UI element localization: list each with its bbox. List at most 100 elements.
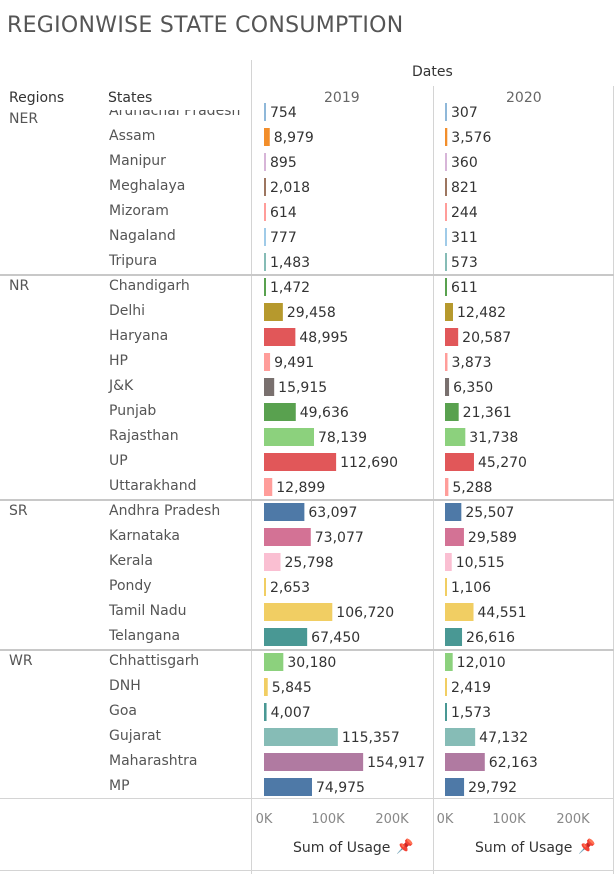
data-label-2019: 30,180 <box>287 655 336 671</box>
state-label[interactable]: J&K <box>109 378 134 394</box>
state-label[interactable]: Pondy <box>109 578 152 594</box>
bar-2020[interactable] <box>445 653 453 671</box>
bar-2020[interactable] <box>445 128 448 146</box>
state-label[interactable]: Nagaland <box>109 228 176 244</box>
bar-2020[interactable] <box>445 728 476 746</box>
bar-2020[interactable] <box>445 553 452 571</box>
state-label[interactable]: Tripura <box>109 253 158 269</box>
bar-2020[interactable] <box>445 603 474 621</box>
bar-2020[interactable] <box>445 478 449 496</box>
bar-2020[interactable] <box>445 278 447 296</box>
bar-2020[interactable] <box>445 428 466 446</box>
state-label[interactable]: Andhra Pradesh <box>109 503 221 519</box>
bar-2019[interactable] <box>264 303 283 321</box>
data-label-2019: 73,077 <box>315 530 364 546</box>
state-label[interactable]: Kerala <box>109 553 153 569</box>
bar-2019[interactable] <box>264 603 333 621</box>
bar-2019[interactable] <box>264 103 266 121</box>
bar-2020[interactable] <box>445 228 447 246</box>
bar-2019[interactable] <box>264 378 275 396</box>
bar-2019[interactable] <box>264 253 266 271</box>
bar-2019[interactable] <box>264 578 266 596</box>
state-label[interactable]: MP <box>109 778 130 794</box>
regions-header[interactable]: Regions <box>9 90 64 106</box>
bar-2019[interactable] <box>264 228 266 246</box>
bar-2020[interactable] <box>445 328 459 346</box>
bar-2019[interactable] <box>264 728 338 746</box>
state-label[interactable]: Telangana <box>109 628 181 644</box>
bar-2020[interactable] <box>445 503 462 521</box>
region-label[interactable]: NER <box>9 111 39 127</box>
bar-2020[interactable] <box>445 403 459 421</box>
bar-2019[interactable] <box>264 703 267 721</box>
bar-2020[interactable] <box>445 103 447 121</box>
state-label[interactable]: Chhattisgarh <box>109 653 200 669</box>
pin-icon[interactable]: 📌 <box>396 839 414 855</box>
state-label[interactable]: Manipur <box>109 153 166 169</box>
state-label[interactable]: DNH <box>109 678 141 694</box>
bar-2019[interactable] <box>264 153 266 171</box>
state-label[interactable]: Goa <box>109 703 137 719</box>
bar-2019[interactable] <box>264 128 270 146</box>
state-label[interactable]: UP <box>109 453 128 469</box>
bar-2019[interactable] <box>264 453 337 471</box>
bar-2020[interactable] <box>445 453 474 471</box>
bar-2019[interactable] <box>264 678 268 696</box>
column-header-2020[interactable]: 2020 <box>506 90 542 106</box>
state-label[interactable]: Delhi <box>109 303 146 319</box>
state-label[interactable]: Uttarakhand <box>109 478 197 494</box>
bar-2019[interactable] <box>264 278 266 296</box>
pin-icon[interactable]: 📌 <box>578 839 596 855</box>
bar-2019[interactable] <box>264 778 312 796</box>
bar-2020[interactable] <box>445 178 447 196</box>
state-label[interactable]: Punjab <box>109 403 157 419</box>
bar-2019[interactable] <box>264 503 305 521</box>
region-separator <box>0 498 614 501</box>
bar-2020[interactable] <box>445 203 447 221</box>
bar-2020[interactable] <box>445 353 448 371</box>
state-label[interactable]: Tamil Nadu <box>109 603 187 619</box>
bar-2019[interactable] <box>264 403 296 421</box>
data-label-2019: 614 <box>270 205 297 221</box>
state-label[interactable]: Maharashtra <box>109 753 198 769</box>
bar-2019[interactable] <box>264 653 284 671</box>
state-label[interactable]: Karnataka <box>109 528 180 544</box>
region-label[interactable]: WR <box>9 653 33 669</box>
bar-2019[interactable] <box>264 478 273 496</box>
bar-2020[interactable] <box>445 578 447 596</box>
bar-2019[interactable] <box>264 553 281 571</box>
bar-2020[interactable] <box>445 253 447 271</box>
bar-2020[interactable] <box>445 303 453 321</box>
bar-2019[interactable] <box>264 178 266 196</box>
bar-2019[interactable] <box>264 328 296 346</box>
state-label[interactable]: Arunachal Pradesh <box>109 110 241 119</box>
bar-2020[interactable] <box>445 753 485 771</box>
bar-2019[interactable] <box>264 528 311 546</box>
region-label[interactable]: NR <box>9 278 30 294</box>
states-header[interactable]: States <box>108 90 152 106</box>
bar-2019[interactable] <box>264 428 315 446</box>
region-label[interactable]: SR <box>9 503 28 519</box>
bar-2020[interactable] <box>445 528 464 546</box>
state-label[interactable]: Gujarat <box>109 728 162 744</box>
state-label[interactable]: Rajasthan <box>109 428 179 444</box>
data-label-2020: 5,288 <box>452 480 492 496</box>
bar-2020[interactable] <box>445 703 447 721</box>
bar-2019[interactable] <box>264 753 364 771</box>
bar-2019[interactable] <box>264 353 271 371</box>
state-label[interactable]: Mizoram <box>109 203 169 219</box>
state-label[interactable]: Chandigarh <box>109 278 190 294</box>
state-label[interactable]: HP <box>109 353 128 369</box>
column-header-2019[interactable]: 2019 <box>324 90 360 106</box>
state-label[interactable]: Assam <box>109 128 156 144</box>
bar-2020[interactable] <box>445 778 465 796</box>
bar-2019[interactable] <box>264 203 266 221</box>
bar-2019[interactable] <box>264 628 308 646</box>
bar-2020[interactable] <box>445 153 447 171</box>
data-label-2019: 49,636 <box>300 405 349 421</box>
state-label[interactable]: Haryana <box>109 328 169 344</box>
bar-2020[interactable] <box>445 678 447 696</box>
bar-2020[interactable] <box>445 628 463 646</box>
bar-2020[interactable] <box>445 378 450 396</box>
state-label[interactable]: Meghalaya <box>109 178 186 194</box>
